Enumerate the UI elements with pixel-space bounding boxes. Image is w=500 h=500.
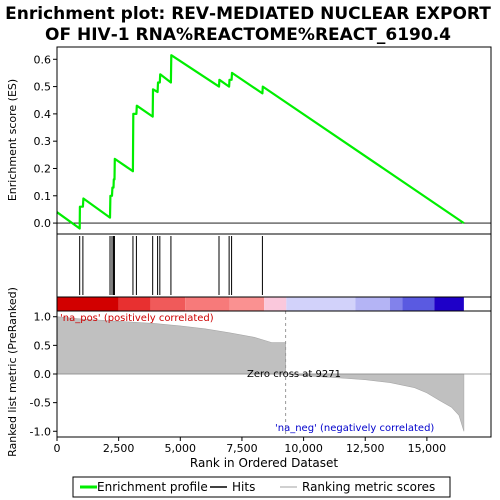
heat-bar-segment [264,297,287,311]
hits-panel [56,233,492,298]
es-panel: 0.0 0.1 0.2 0.3 0.4 0.5 0.6 [34,46,492,235]
es-y-tick-label: 0.4 [34,108,52,121]
x-tick-label: 10,000 [284,442,323,455]
x-tick-label: 12,500 [346,442,385,455]
heat-bar-segment [434,297,464,311]
heat-bar-segment [185,297,230,311]
legend-box [72,476,451,498]
heat-bar-segment [286,297,356,311]
enrichment-profile-line [56,54,465,230]
es-y-tick-label: 0.6 [34,53,52,66]
x-tick-label: 15,000 [408,442,447,455]
heat-bar-segment [57,297,119,311]
legend: Enrichment profile Hits Ranking metric s… [72,476,451,498]
es-y-tick-label: 0.2 [34,162,52,175]
metric-frame [56,310,492,438]
es-y-tick-label: 0.1 [34,190,52,203]
chart-title-line-1: Enrichment plot: REV‐MEDIATED NUCLEAR EX… [5,4,491,24]
metric-y-tick-label: 0.5 [34,339,52,352]
chart-title-line-2: OF HIV‐1 RNA%REACTOME%REACT_6190.4 [45,25,451,45]
heat-bar-segment [150,297,186,311]
metric-axis-label: Ranked list metric (PreRanked) [6,287,19,457]
heat-bar [56,296,492,312]
metric-y-tick-label: 0.0 [34,368,52,381]
x-tick-label: 2,500 [103,442,135,455]
x-tick-label: 5,000 [165,442,197,455]
metric-y-tick-label: -0.5 [30,397,51,410]
heat-bar-segment [118,297,151,311]
legend-profile-label: Enrichment profile [97,480,208,494]
heat-bar-segment [402,297,435,311]
es-plot-background [57,47,491,234]
zero-cross-label: Zero cross at 9271 [247,369,341,380]
metric-y-tick-label: 1.0 [34,311,52,324]
heat-bar-segment [389,297,403,311]
es-y-tick-label: 0.5 [34,81,52,94]
pos-correlated-label: 'na_pos' (positively correlated) [60,313,214,324]
metric-y-tick-label: -1.0 [30,425,51,438]
x-tick-label: 7,500 [226,442,258,455]
es-y-tick-label: 0.3 [34,135,52,148]
hits-background [57,234,491,297]
es-axis-label: Enrichment score (ES) [6,79,19,201]
heat-bar-segment [229,297,265,311]
metric-panel: 1.0 0.5 0.0 -0.5 -1.00 2,500 5,000 7,500 10,000 1… [30,310,492,455]
legend-metric-label: Ranking metric scores [302,480,435,494]
heat-bar-segment [355,297,390,311]
x-axis-label: Rank in Ordered Dataset [190,456,338,470]
neg-correlated-label: 'na_neg' (negatively correlated) [275,423,434,434]
x-tick-label: 0 [54,442,61,455]
legend-hits-label: Hits [232,480,255,494]
es-y-tick-label: 0.0 [34,217,52,230]
